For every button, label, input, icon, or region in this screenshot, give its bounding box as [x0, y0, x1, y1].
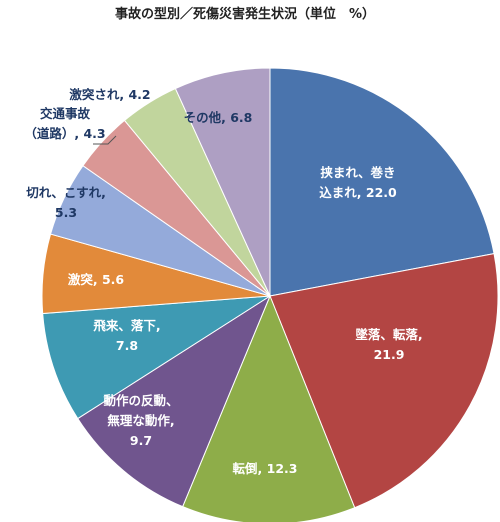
pie-slice — [174, 67, 271, 297]
slice-label: 転倒, 12.3 — [233, 461, 298, 476]
leader-line — [93, 135, 117, 145]
pie-slice — [182, 294, 356, 522]
slice-label: 激突され, 4.2 — [69, 87, 150, 102]
chart-title: 事故の型別／死傷災害発生状況（単位 %） — [115, 6, 375, 22]
pie-slice — [269, 67, 495, 297]
slice-label: 切れ、こすれ, 5.3 — [26, 185, 106, 220]
leader-lines — [93, 135, 117, 145]
pie-slice — [42, 295, 271, 420]
slice-labels: 挟まれ、巻き込まれ, 22.0 墜落、転落, 21.9 転倒, 12.3 動作の反動、無… — [24, 87, 422, 476]
slice-label: 飛来、落下, 7.8 — [92, 318, 160, 353]
slice-label: 挟まれ、巻き込まれ, 22.0 — [319, 165, 397, 200]
slice-label: 交通事故（道路）, 4.3 — [24, 106, 105, 141]
pie-slices — [41, 67, 499, 522]
pie-slice — [77, 294, 272, 508]
slice-label: 激突, 5.6 — [68, 272, 125, 287]
slice-label: その他, 6.8 — [184, 110, 253, 125]
pie-slice — [269, 253, 499, 509]
slice-label: 墜落、転落, 21.9 — [355, 327, 422, 362]
slice-label: 動作の反動、無理な動作, 9.7 — [103, 393, 178, 448]
